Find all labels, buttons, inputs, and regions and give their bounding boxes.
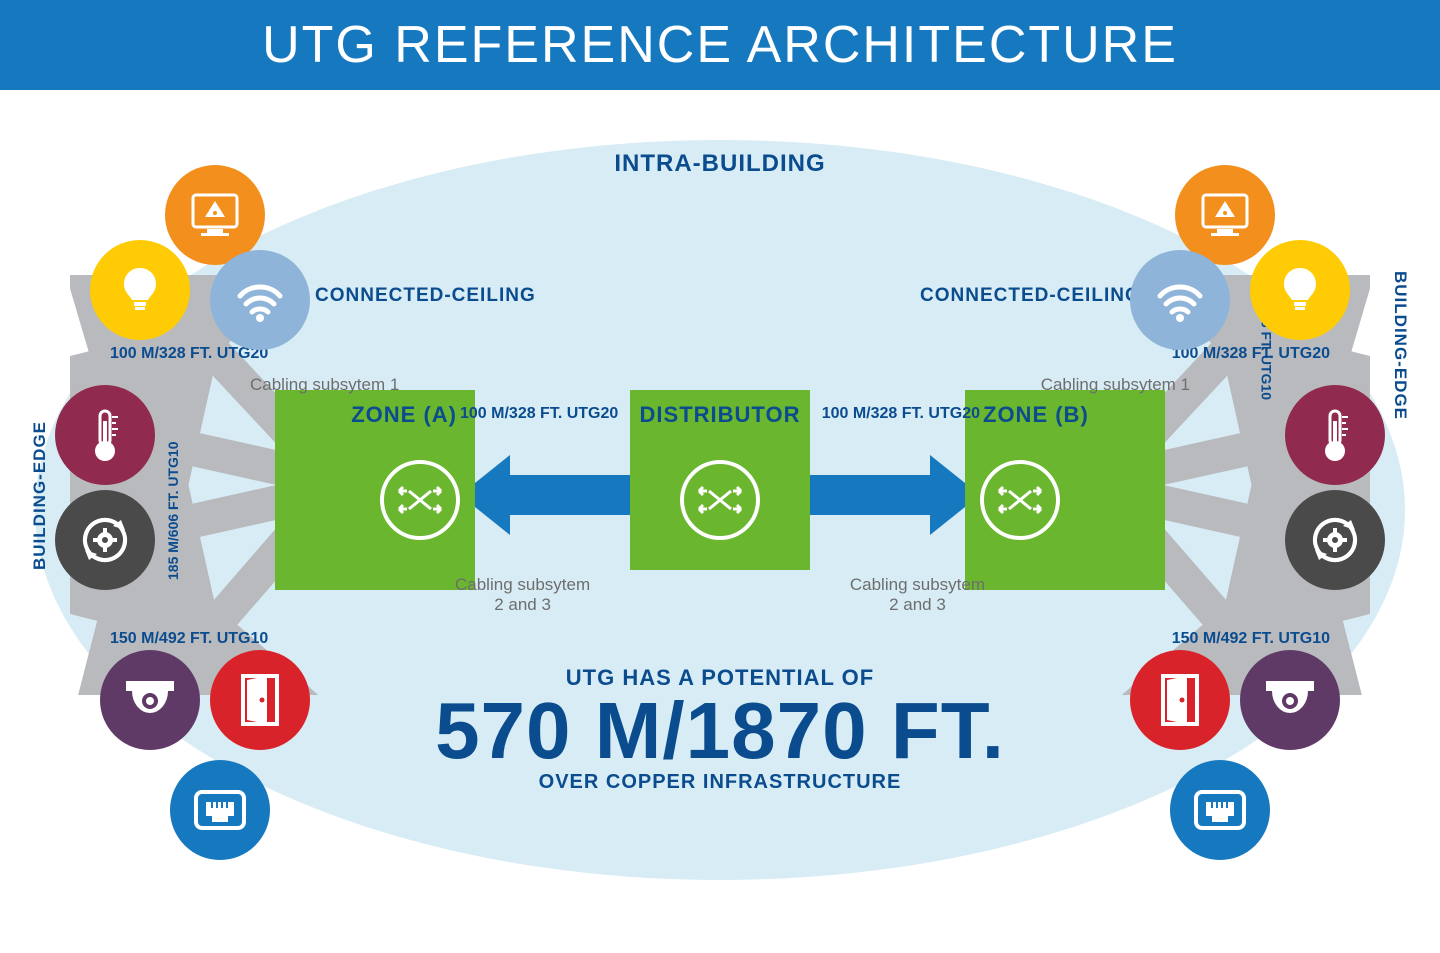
diagram-canvas: INTRA-BUILDING DISTRIBUTOR ZO [0, 90, 1440, 953]
connected-ceiling-left: CONNECTED-CEILING [315, 285, 536, 307]
intra-building-label: INTRA-BUILDING [614, 150, 825, 178]
cabling23-l1: Cabling subsytem [455, 575, 590, 594]
potential-block: UTG HAS A POTENTIAL OF 570 M/1870 FT. OV… [370, 665, 1070, 794]
building-edge-right: BUILDING-EDGE [1390, 271, 1410, 420]
door-icon [1130, 650, 1230, 750]
lightbulb-icon [90, 240, 190, 340]
potential-main: 570 M/1870 FT. [370, 691, 1070, 771]
header-bar: UTG REFERENCE ARCHITECTURE [0, 0, 1440, 90]
dist-150-br: 150 M/492 FT. UTG10 [1172, 630, 1330, 648]
cabling23-right: Cabling subsytem 2 and 3 [850, 575, 985, 615]
building-edge-left: BUILDING-EDGE [30, 421, 50, 570]
dist-100-cr: 100 M/328 FT. UTG20 [822, 405, 980, 423]
door-icon [210, 650, 310, 750]
dist-100-cl: 100 M/328 FT. UTG20 [460, 405, 618, 423]
gear-cycle-icon [55, 490, 155, 590]
thermometer-icon [55, 385, 155, 485]
switch-icon [680, 460, 760, 540]
zone-b-label: ZONE (B) [983, 402, 1089, 428]
cabling1-right: Cabling subsytem 1 [1041, 375, 1190, 395]
cabling23-l2: 2 and 3 [494, 595, 551, 614]
camera-dome-icon [1240, 650, 1340, 750]
dist-150-bl: 150 M/492 FT. UTG10 [110, 630, 268, 648]
cabling23-left: Cabling subsytem 2 and 3 [455, 575, 590, 615]
zone-a-node: ZONE (A) [275, 390, 475, 590]
header-title: UTG REFERENCE ARCHITECTURE [262, 15, 1178, 75]
cabling23-r1: Cabling subsytem [850, 575, 985, 594]
switch-icon [380, 460, 460, 540]
thermometer-icon [1285, 385, 1385, 485]
ethernet-port-icon [1170, 760, 1270, 860]
dist-185-l: 185 M/606 FT. UTG10 [165, 441, 181, 580]
ethernet-port-icon [170, 760, 270, 860]
switch-icon [980, 460, 1060, 540]
blue-arrow-right [800, 450, 980, 540]
distributor-node: DISTRIBUTOR [630, 390, 810, 570]
monitor-alert-icon [1175, 165, 1275, 265]
zone-a-label: ZONE (A) [351, 402, 457, 428]
connected-ceiling-right: CONNECTED-CEILING [920, 285, 1141, 307]
distributor-label: DISTRIBUTOR [640, 402, 801, 428]
wifi-icon [210, 250, 310, 350]
dist-100-tr: 100 M/328 FT. UTG20 [1172, 345, 1330, 363]
cabling23-r2: 2 and 3 [889, 595, 946, 614]
camera-dome-icon [100, 650, 200, 750]
zone-b-node: ZONE (B) [965, 390, 1165, 590]
wifi-icon [1130, 250, 1230, 350]
lightbulb-icon [1250, 240, 1350, 340]
cabling1-left: Cabling subsytem 1 [250, 375, 399, 395]
gear-cycle-icon [1285, 490, 1385, 590]
blue-arrow-left [460, 450, 640, 540]
